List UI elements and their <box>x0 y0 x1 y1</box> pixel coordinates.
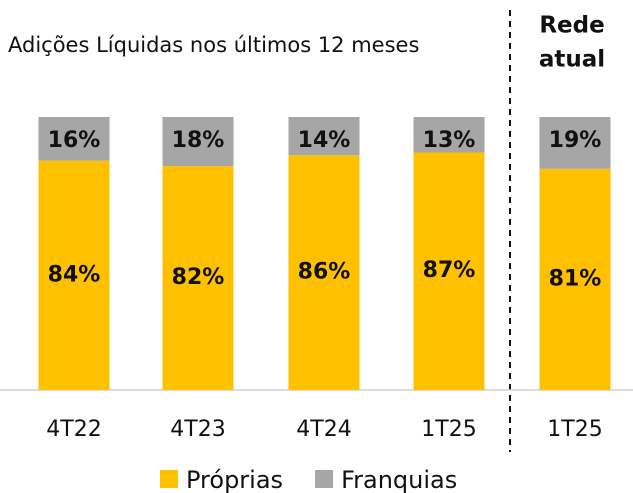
bar-segment <box>413 117 485 153</box>
value-label: 16% <box>48 128 101 153</box>
bar-segment <box>539 117 611 169</box>
annotation: atual <box>539 47 605 73</box>
bar-segment <box>162 166 234 390</box>
bar-segment <box>288 117 360 156</box>
bar-segment <box>38 160 110 390</box>
value-label: 84% <box>48 262 101 287</box>
legend-swatch <box>315 470 334 488</box>
subtitle: Adições Líquidas nos últimos 12 meses <box>8 33 419 57</box>
bar-segment <box>38 117 110 161</box>
bar-segment <box>288 155 360 390</box>
value-label: 18% <box>172 128 225 153</box>
annotation: Rede <box>539 13 604 39</box>
legend-label: Próprias <box>186 466 283 493</box>
x-tick-label: 4T22 <box>46 417 101 442</box>
legend-swatch <box>160 470 178 488</box>
bar-segment <box>413 152 485 390</box>
value-label: 86% <box>298 260 351 285</box>
value-label: 81% <box>549 266 602 291</box>
value-label: 82% <box>172 265 225 290</box>
value-label: 87% <box>423 258 476 283</box>
x-tick-label: 4T23 <box>170 417 225 442</box>
bar-segment <box>539 168 611 390</box>
value-label: 19% <box>549 128 602 153</box>
x-tick-label: 1T25 <box>421 417 476 442</box>
x-tick-label: 1T25 <box>547 417 602 442</box>
value-label: 14% <box>298 128 351 153</box>
x-tick-label: 4T24 <box>296 417 351 442</box>
legend-label: Franquias <box>341 466 457 493</box>
bar-segment <box>162 117 234 167</box>
value-label: 13% <box>423 128 476 153</box>
